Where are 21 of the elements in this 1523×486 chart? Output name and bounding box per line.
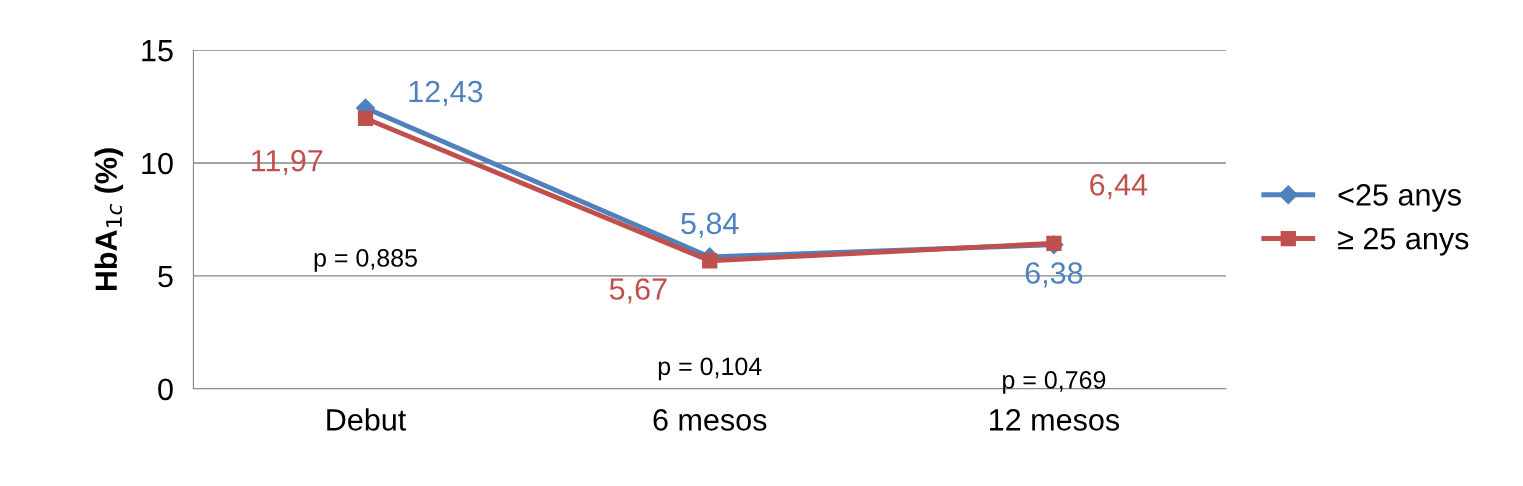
y-axis-title: HbA$_{1c}$ (%) <box>94 148 124 291</box>
data-label: 5,84 <box>681 212 739 238</box>
data-label: 6,44 <box>1090 174 1148 200</box>
data-label: 6,38 <box>1025 262 1083 288</box>
data-label: 11,97 <box>251 149 323 176</box>
annotation: p = 0,769 <box>1003 371 1106 394</box>
legend-label: <25 anys <box>1338 184 1461 212</box>
data-label: 5,67 <box>609 278 667 304</box>
data-label: 12,43 <box>409 80 483 107</box>
legend-label: ≥ 25 anys <box>1338 227 1469 256</box>
x-tick-label: Debut <box>327 408 407 431</box>
point <box>702 253 718 269</box>
annotation: p = 0,885 <box>314 249 417 272</box>
y-tick-label: 15 <box>142 40 173 62</box>
x-tick-label: 12 mesos <box>990 409 1120 431</box>
x-tick-label: 6 mesos <box>653 409 767 431</box>
annotation: p = 0,104 <box>658 357 762 381</box>
point <box>357 110 374 127</box>
y-tick-label: 0 <box>158 378 173 401</box>
y-tick-label: 10 <box>142 152 173 175</box>
y-tick-label: 5 <box>158 265 173 288</box>
